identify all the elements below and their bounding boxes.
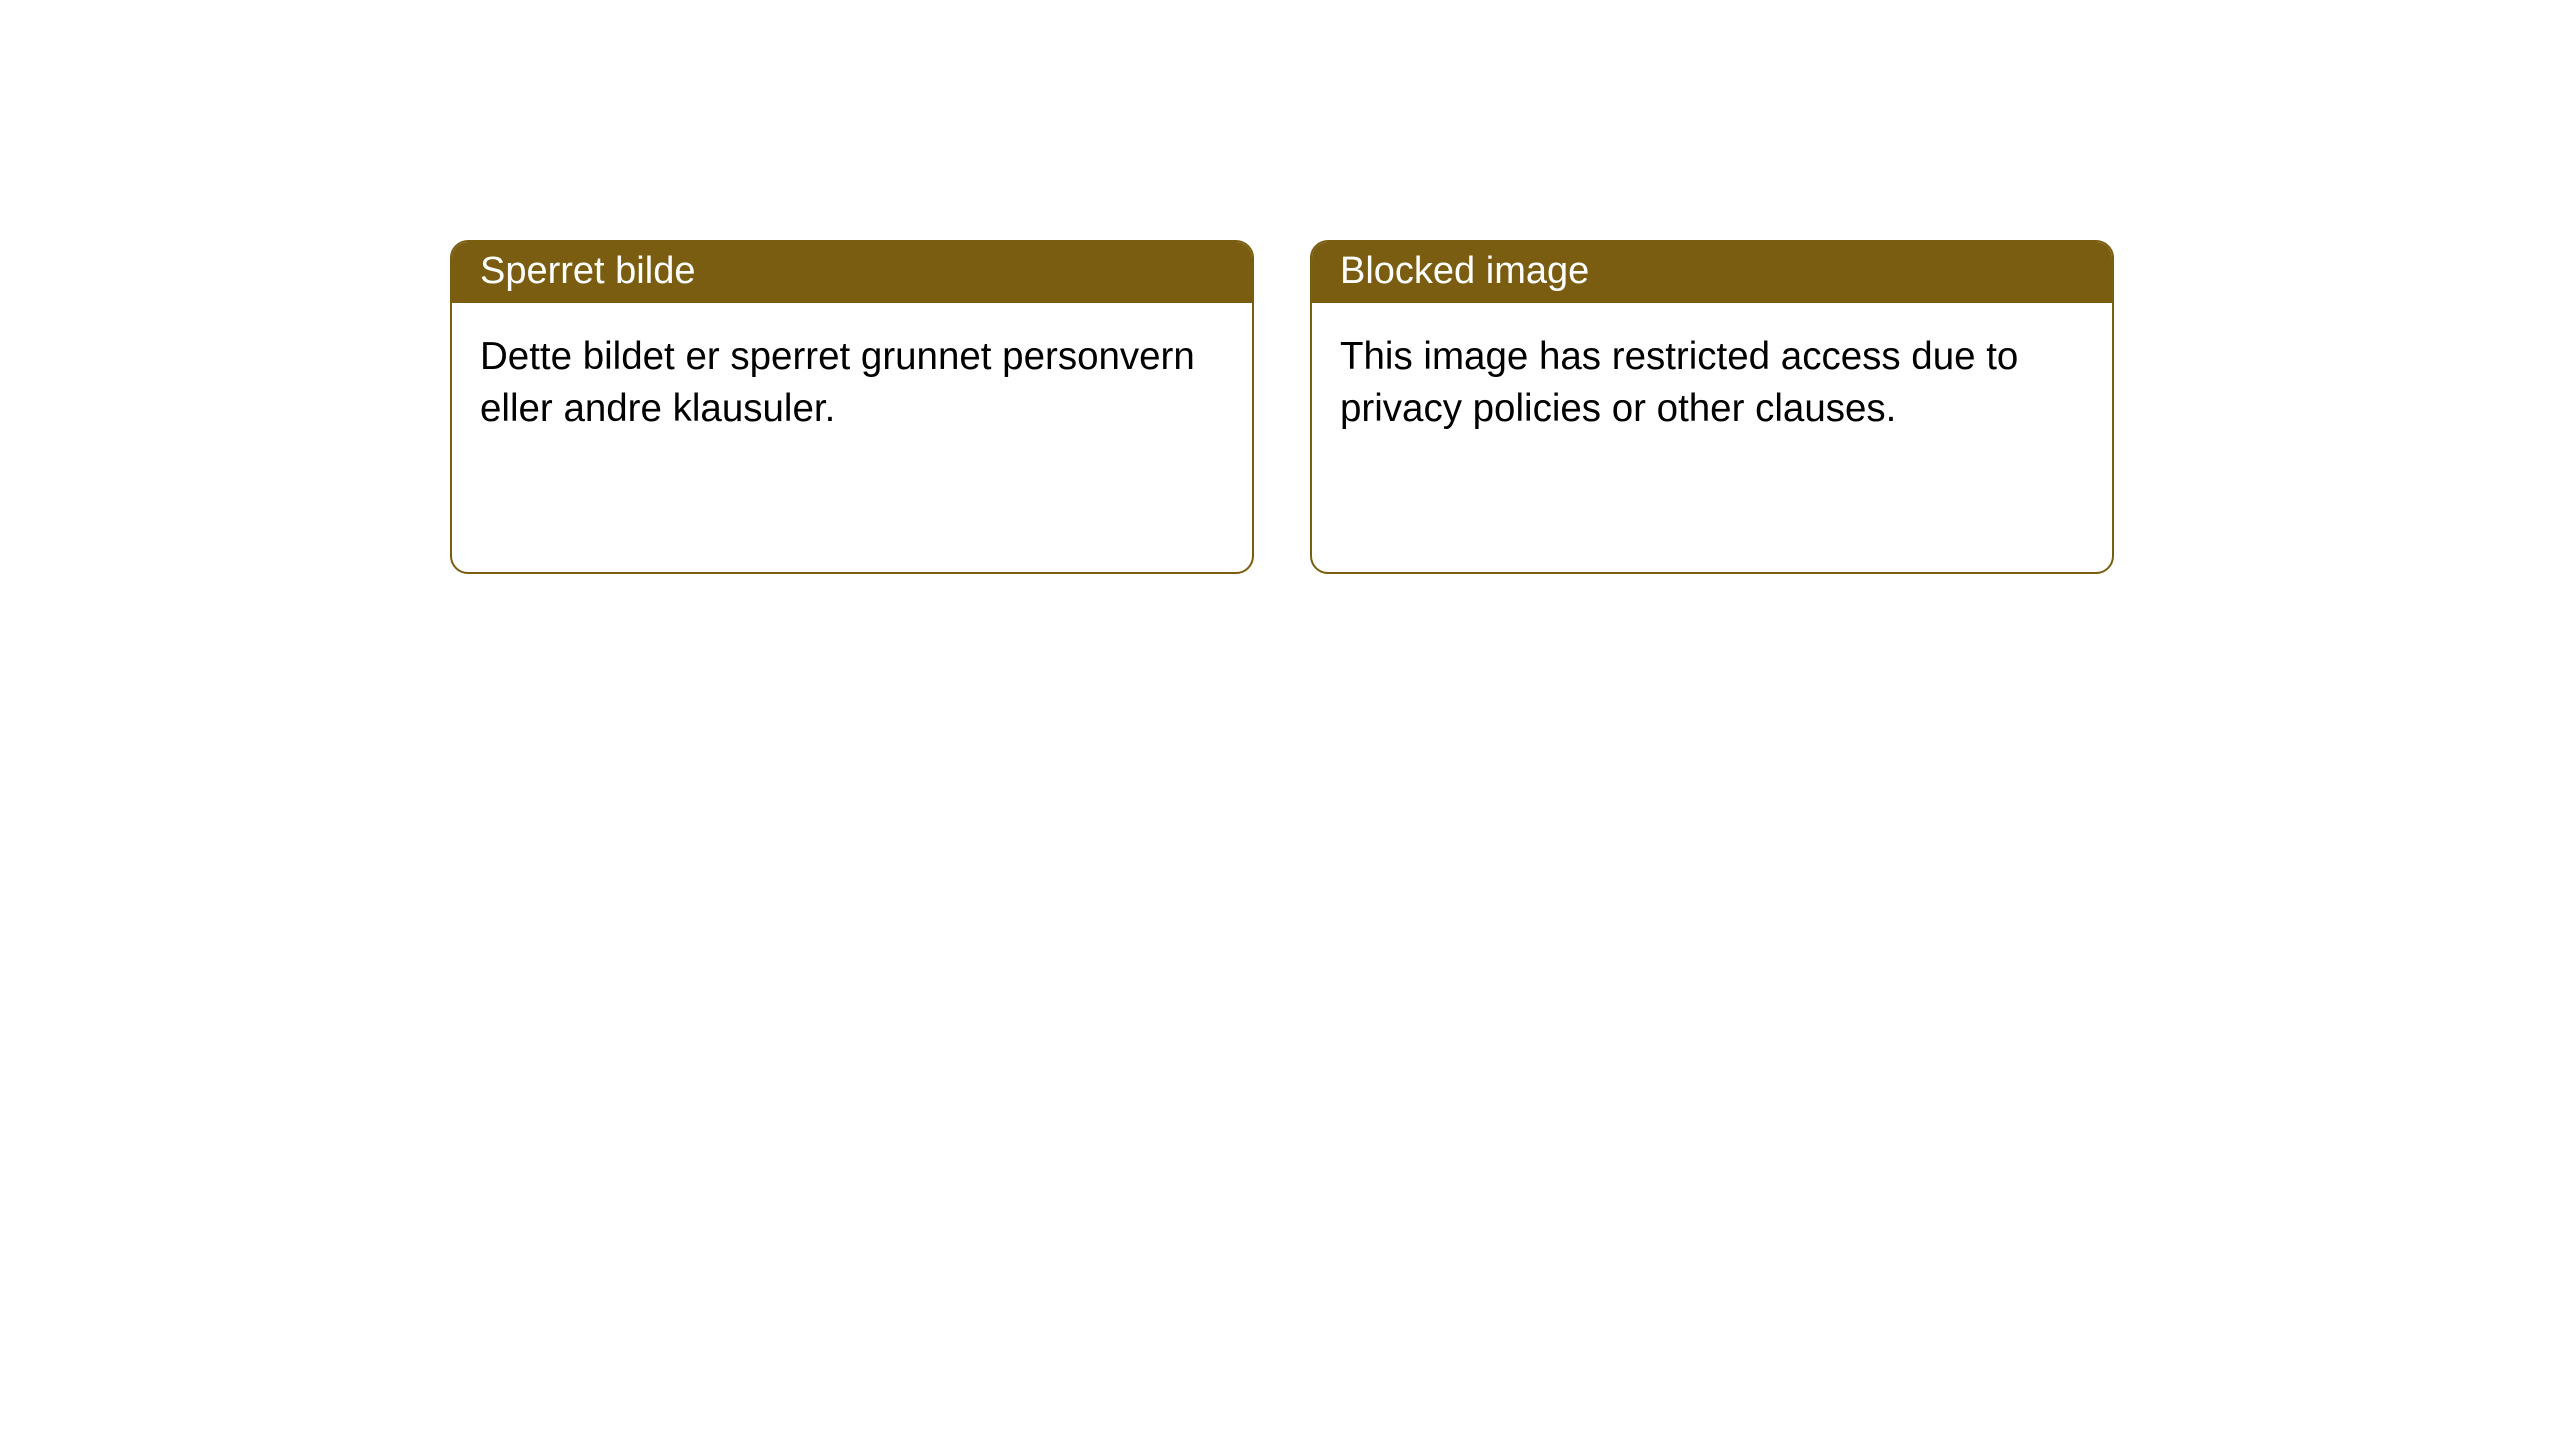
notice-card-header: Sperret bilde <box>452 242 1252 303</box>
notice-card-english: Blocked image This image has restricted … <box>1310 240 2114 574</box>
notice-card-title: Sperret bilde <box>480 250 695 292</box>
notice-card-text: Dette bildet er sperret grunnet personve… <box>480 335 1195 430</box>
notice-card-norwegian: Sperret bilde Dette bildet er sperret gr… <box>450 240 1254 574</box>
notice-card-body: Dette bildet er sperret grunnet personve… <box>452 303 1252 463</box>
notice-card-text: This image has restricted access due to … <box>1340 335 2018 430</box>
notice-card-header: Blocked image <box>1312 242 2112 303</box>
notice-card-body: This image has restricted access due to … <box>1312 303 2112 463</box>
notice-card-title: Blocked image <box>1340 250 1589 292</box>
notice-container: Sperret bilde Dette bildet er sperret gr… <box>0 0 2560 574</box>
